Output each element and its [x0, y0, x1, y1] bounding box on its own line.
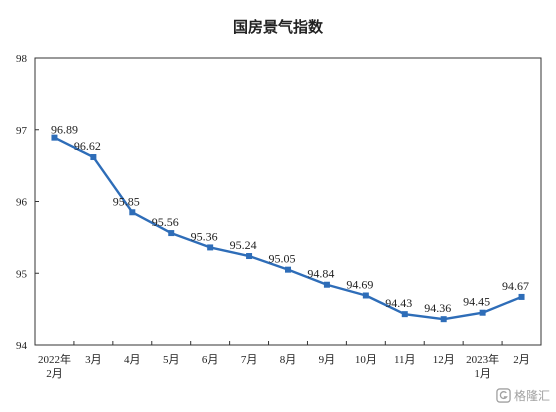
gelonghui-logo-icon	[496, 388, 511, 403]
data-point	[401, 311, 408, 318]
x-tick-label: 3月	[85, 354, 102, 366]
data-label: 95.24	[230, 238, 257, 252]
y-tick-label: 94	[16, 340, 28, 352]
data-label: 94.69	[346, 277, 373, 291]
data-point	[246, 253, 253, 260]
watermark: 格隆汇	[496, 387, 550, 404]
data-label: 96.62	[74, 139, 101, 153]
data-label: 95.05	[269, 252, 296, 266]
data-label: 95.36	[191, 229, 218, 243]
data-point	[129, 209, 136, 216]
data-point	[285, 266, 291, 273]
data-point	[362, 292, 369, 299]
data-point	[51, 134, 58, 141]
x-tick-label: 11月	[394, 354, 416, 366]
data-point	[440, 316, 447, 323]
data-point	[168, 230, 175, 237]
data-label: 94.36	[424, 301, 451, 315]
chart-title: 国房景气指数	[232, 18, 323, 36]
data-point	[518, 293, 525, 300]
x-tick-label: 5月	[163, 354, 180, 366]
data-point	[207, 244, 214, 251]
x-tick-label: 2月	[513, 354, 530, 366]
x-tick-label: 4月	[124, 354, 141, 366]
y-tick-label: 96	[16, 197, 28, 209]
watermark-text: 格隆汇	[513, 389, 550, 403]
x-tick-label: 8月	[280, 354, 297, 366]
data-label: 94.45	[463, 295, 490, 309]
data-label: 94.67	[502, 279, 529, 293]
y-tick-label: 98	[16, 53, 28, 65]
data-point	[323, 281, 330, 288]
x-tick-label: 7月	[241, 354, 258, 366]
data-label: 95.56	[152, 215, 179, 229]
x-tick-label: 2022年	[38, 352, 71, 366]
data-label: 94.43	[385, 296, 412, 310]
series-line	[53, 136, 522, 321]
data-point	[479, 309, 486, 316]
data-label: 96.89	[51, 123, 78, 137]
data-label: 95.85	[113, 194, 140, 208]
x-tick-label: 12月	[433, 354, 455, 366]
data-label: 94.84	[307, 267, 334, 281]
x-tick-label: 6月	[202, 354, 219, 366]
y-tick-label: 95	[16, 268, 28, 280]
data-point	[90, 154, 97, 161]
x-tick-label: 1月	[474, 368, 491, 380]
x-tick-label: 2月	[46, 368, 63, 380]
x-tick-label: 9月	[319, 354, 336, 366]
y-tick-label: 97	[16, 125, 28, 137]
x-tick-label: 2023年	[466, 352, 499, 366]
x-tick-label: 10月	[355, 354, 377, 366]
